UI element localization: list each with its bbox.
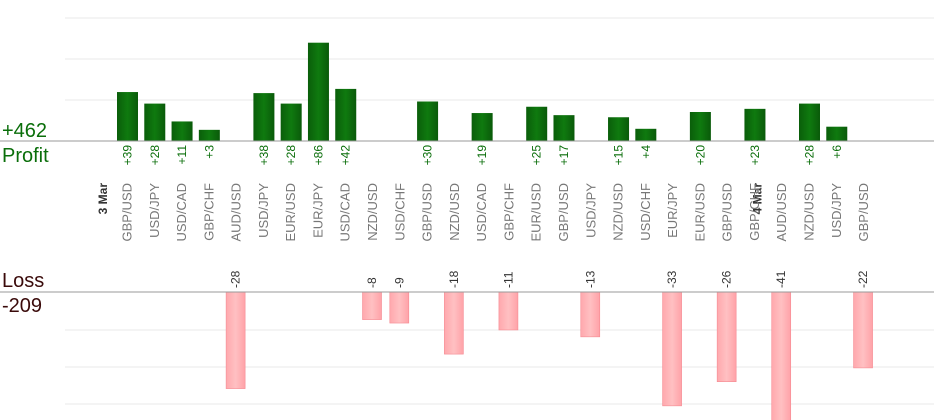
pair-label: AUD/USD [229, 183, 244, 242]
pair-label: GBP/USD [856, 183, 871, 242]
profit-bar [689, 112, 711, 141]
profit-bar [799, 103, 820, 141]
pair-label: NZD/USD [447, 183, 462, 241]
profit-bar [253, 93, 275, 141]
loss-value-label: -18 [447, 270, 461, 288]
pair-label: EUR/USD [283, 183, 298, 242]
profit-bar [117, 92, 138, 141]
bars [117, 42, 873, 420]
pair-label: USD/CAD [338, 183, 353, 242]
profit-value-label: +28 [284, 145, 298, 166]
loss-value-label: -28 [229, 270, 243, 288]
profit-value: +462 [2, 120, 48, 142]
profit-bar [471, 113, 493, 141]
profit-value-label: +28 [148, 145, 162, 166]
profit-value-label: +4 [639, 145, 653, 159]
pair-label: EUR/USD [529, 183, 544, 242]
profit-bar [307, 42, 329, 142]
loss-bar [362, 291, 382, 320]
loss-bar [662, 291, 682, 407]
loss-bar [853, 291, 873, 369]
profit-value-label: +25 [530, 145, 544, 166]
loss-value-label: -8 [365, 277, 379, 288]
profit-value-label: +6 [830, 145, 844, 159]
profit-bar [144, 103, 166, 141]
pair-label: GBP/USD [420, 183, 435, 242]
profit-bar [171, 121, 193, 141]
loss-label: Loss [2, 270, 45, 292]
pair-label: NZD/USD [611, 183, 626, 241]
pair-label: NZD/USD [802, 183, 817, 241]
profit-value-label: +39 [121, 145, 135, 166]
grid-lines [65, 17, 934, 405]
pair-label: GBP/USD [720, 183, 735, 242]
profit-value-label: +42 [339, 145, 353, 166]
profit-bar [826, 126, 848, 141]
pair-label: GBP/CHF [201, 183, 216, 241]
pair-label: USD/CAD [474, 183, 489, 242]
loss-bar [225, 291, 246, 389]
pair-label: USD/CHF [638, 183, 653, 241]
loss-value-label: -9 [392, 277, 406, 288]
loss-value: -209 [2, 295, 43, 317]
profit-bar [280, 103, 302, 141]
loss-bar [498, 291, 519, 331]
labels: 3 Mar 4 Mar GBP/USD +39 USD/JPY +28 USD/CAD +11… [96, 145, 871, 288]
pair-label: GBP/USD [556, 183, 571, 242]
profit-value-label: +19 [475, 145, 489, 166]
pair-label: USD/CAD [174, 183, 189, 242]
profit-bar [335, 88, 357, 141]
profit-value-label: +17 [557, 145, 571, 166]
loss-value-label: -22 [856, 270, 870, 288]
pair-label: AUD/USD [774, 183, 789, 242]
profit-value-label: +15 [612, 145, 626, 166]
profit-bar [526, 106, 548, 141]
profit-bar [553, 115, 575, 141]
loss-value-label: -26 [720, 270, 734, 288]
loss-value-label: -11 [501, 271, 515, 288]
loss-bar [389, 291, 410, 324]
profit-value-label: +23 [748, 145, 762, 166]
profit-value-label: +30 [421, 145, 435, 166]
pair-label: EUR/USD [692, 183, 707, 242]
loss-value-label: -41 [774, 270, 788, 288]
date-marker: 4 Mar [751, 183, 765, 215]
profit-bar [608, 117, 630, 141]
pair-label: EUR/JPY [665, 183, 680, 238]
loss-value-label: -13 [583, 270, 597, 288]
loss-bar [771, 291, 792, 420]
pair-label: USD/CHF [392, 183, 407, 241]
pair-label: GBP/CHF [501, 183, 516, 241]
loss-value-label: -33 [665, 270, 679, 288]
pair-label: GBP/CHF [747, 183, 762, 241]
profit-value-label: +38 [257, 145, 271, 166]
pair-label: NZD/USD [365, 183, 380, 241]
date-marker: 3 Mar [96, 183, 110, 215]
loss-bar [716, 291, 737, 382]
profit-value-label: +11 [175, 145, 189, 165]
pair-label: USD/JPY [256, 183, 271, 238]
profit-bar [417, 101, 439, 141]
profit-value-label: +86 [311, 145, 325, 166]
profit-bar [744, 108, 766, 141]
profit-bar [635, 128, 657, 141]
profit-value-label: +20 [693, 145, 707, 166]
profit-label: Profit [2, 145, 49, 167]
profit-value-label: +28 [803, 145, 817, 166]
pair-label: USD/JPY [147, 183, 162, 238]
profit-value-label: +3 [202, 145, 216, 159]
pair-label: EUR/JPY [310, 183, 325, 238]
pair-label: USD/JPY [829, 183, 844, 238]
profit-bar [198, 129, 220, 141]
pair-label: GBP/USD [120, 183, 135, 242]
loss-bar [580, 291, 601, 338]
loss-bar [444, 291, 464, 355]
pair-label: USD/JPY [583, 183, 598, 238]
